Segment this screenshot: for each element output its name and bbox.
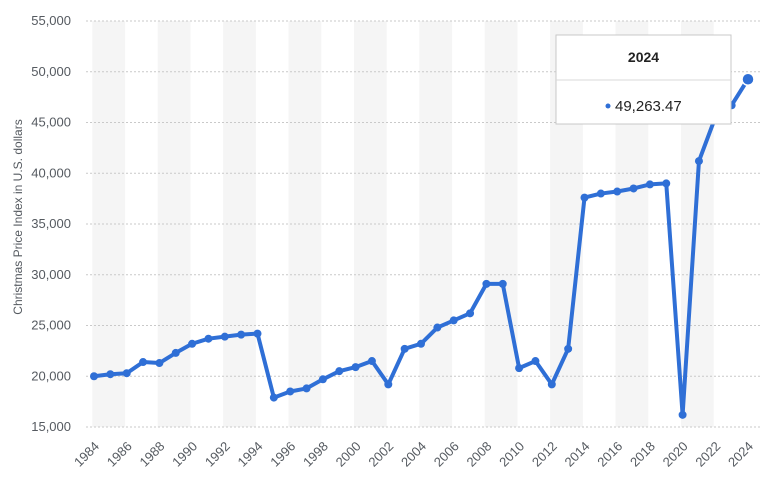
y-axis-ticks: 15,000 20,000 25,000 30,000 35,000 40,000 45,0… <box>31 13 71 434</box>
data-point[interactable] <box>351 363 360 372</box>
y-tick-label: 30,000 <box>31 267 71 282</box>
x-tick-label: 1994 <box>235 439 266 470</box>
data-point[interactable] <box>580 193 589 202</box>
y-tick-label: 15,000 <box>31 419 71 434</box>
data-point[interactable] <box>204 334 213 343</box>
x-tick-label: 2004 <box>398 439 429 470</box>
data-point[interactable] <box>433 323 442 332</box>
data-point[interactable] <box>286 387 295 396</box>
y-tick-label: 35,000 <box>31 216 71 231</box>
data-point[interactable] <box>269 393 278 402</box>
y-tick-label: 50,000 <box>31 64 71 79</box>
data-point[interactable] <box>741 72 755 86</box>
x-tick-label: 2020 <box>660 439 691 470</box>
data-point[interactable] <box>613 187 622 196</box>
data-point[interactable] <box>694 157 703 166</box>
data-point[interactable] <box>417 339 425 348</box>
data-point[interactable] <box>171 348 180 357</box>
y-tick-label: 45,000 <box>31 115 71 130</box>
x-tick-label: 1986 <box>104 439 135 470</box>
data-point[interactable] <box>547 380 556 389</box>
data-point[interactable] <box>155 359 164 368</box>
x-tick-label: 2008 <box>463 439 494 470</box>
data-point[interactable] <box>596 189 605 198</box>
data-point[interactable] <box>384 380 393 389</box>
x-tick-label: 1990 <box>169 439 200 470</box>
background-band <box>92 21 126 427</box>
data-point[interactable] <box>515 364 524 373</box>
x-tick-label: 2002 <box>365 439 396 470</box>
x-tick-label: 1984 <box>71 439 102 470</box>
data-point[interactable] <box>466 309 475 318</box>
data-point[interactable] <box>449 316 458 325</box>
background-band <box>484 21 518 427</box>
data-point[interactable] <box>188 339 197 348</box>
x-tick-label: 2024 <box>725 439 756 470</box>
data-point[interactable] <box>335 367 344 376</box>
x-tick-label: 2018 <box>627 439 658 470</box>
x-tick-label: 2010 <box>496 439 527 470</box>
data-point[interactable] <box>122 369 131 378</box>
y-axis-label: Christmas Price Index in U.S. dollars <box>11 119 25 314</box>
x-tick-label: 1996 <box>267 439 298 470</box>
tooltip-value: 49,263.47 <box>615 98 682 115</box>
tooltip-title: 2024 <box>628 49 659 65</box>
x-tick-label: 2006 <box>431 439 462 470</box>
data-point[interactable] <box>564 344 573 353</box>
data-point[interactable] <box>482 279 491 288</box>
x-tick-label: 1988 <box>136 439 167 470</box>
x-tick-label: 2000 <box>333 439 364 470</box>
x-axis-ticks: 1984 1986 1988 1990 1992 1994 1996 1998 2000 2002… <box>71 439 756 470</box>
y-tick-label: 25,000 <box>31 318 71 333</box>
data-point[interactable] <box>498 279 507 288</box>
data-point[interactable] <box>678 410 687 419</box>
x-tick-label: 2016 <box>594 439 625 470</box>
tooltip: 2024 49,263.47 <box>555 34 732 125</box>
data-point[interactable] <box>106 370 115 379</box>
y-tick-label: 40,000 <box>31 165 71 180</box>
data-point[interactable] <box>531 357 540 366</box>
data-point[interactable] <box>400 344 409 353</box>
x-tick-label: 2014 <box>562 439 593 470</box>
data-point[interactable] <box>367 357 376 366</box>
x-tick-label: 1992 <box>202 439 233 470</box>
x-tick-label: 2012 <box>529 439 560 470</box>
background-band <box>288 21 322 427</box>
data-point[interactable] <box>90 372 98 381</box>
data-point[interactable] <box>220 332 229 341</box>
data-point[interactable] <box>645 180 654 189</box>
data-point[interactable] <box>662 179 671 188</box>
tooltip-series-dot <box>605 103 611 109</box>
x-tick-label: 1998 <box>300 439 331 470</box>
data-point[interactable] <box>139 358 148 367</box>
data-point[interactable] <box>629 184 638 193</box>
data-point[interactable] <box>302 384 311 393</box>
series-line <box>90 72 755 419</box>
data-point[interactable] <box>318 375 327 384</box>
x-tick-label: 2022 <box>692 439 723 470</box>
y-tick-label: 20,000 <box>31 368 71 383</box>
y-tick-label: 55,000 <box>31 13 71 28</box>
data-point[interactable] <box>237 330 246 339</box>
data-point[interactable] <box>253 329 262 338</box>
